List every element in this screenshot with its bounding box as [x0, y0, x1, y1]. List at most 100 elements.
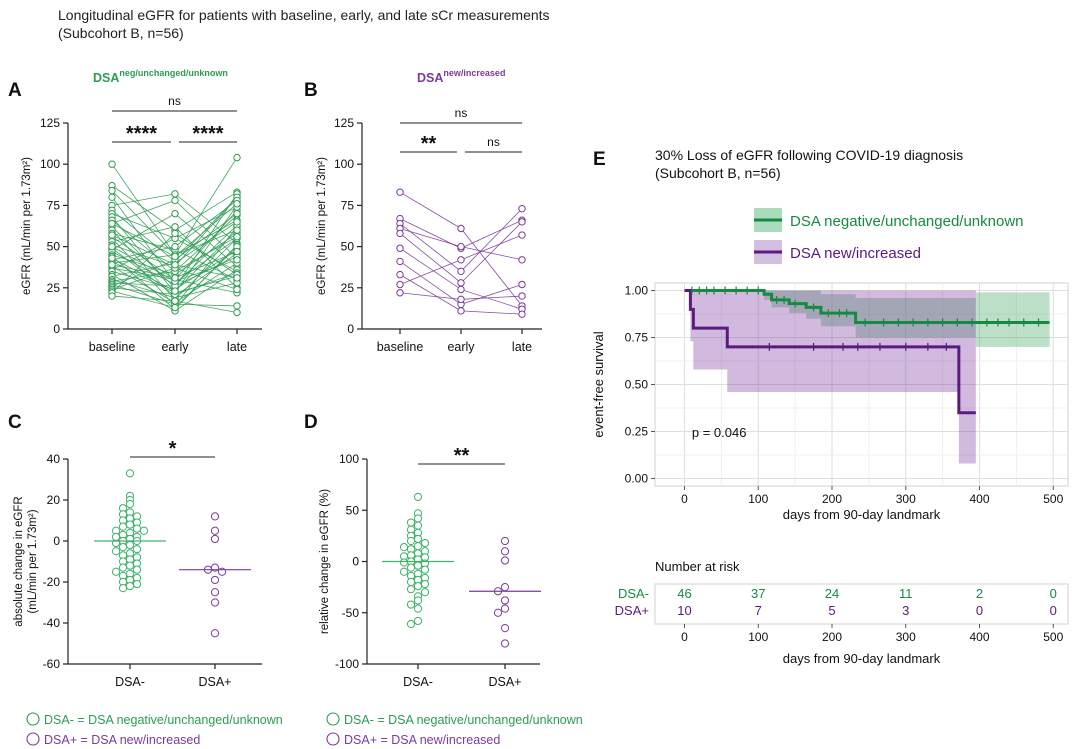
data-point: [413, 514, 423, 523]
data-point: [132, 565, 142, 574]
significance-label: ns: [455, 106, 468, 120]
data-point: [125, 469, 135, 478]
x-axis-label: days from 90-day landmark: [783, 507, 941, 522]
data-point: [233, 308, 241, 317]
data-point: [118, 584, 128, 593]
data-point: [210, 575, 220, 585]
y-tick-label: 0.00: [625, 471, 649, 485]
data-point: [210, 629, 220, 638]
data-point: [139, 526, 149, 535]
y-tick-label: 0.75: [625, 331, 649, 345]
data-point: [406, 563, 416, 572]
legend-purple-text: DSA+ = DSA new/increased: [344, 733, 500, 747]
legend-label-green: DSA negative/unchanged/unknown: [790, 213, 1024, 230]
risk-count: 10: [677, 603, 691, 618]
y-axis-label-line: eGFR (mL/min per 1.73m²): [316, 157, 328, 295]
y-tick-label: 0: [53, 322, 60, 336]
data-point: [108, 231, 116, 239]
data-point: [457, 307, 465, 315]
data-point: [518, 280, 526, 289]
data-point: [108, 292, 116, 300]
data-point: [518, 310, 526, 318]
panel-D: D -100 -50 0 50 100 relative change in eGFR (%…: [304, 412, 541, 689]
data-point: [420, 579, 430, 589]
data-point: [406, 585, 416, 594]
x-tick-label: baseline: [89, 340, 136, 354]
data-point: [233, 256, 241, 264]
y-axis-label-line: eGFR (mL/min per 1.73m²): [21, 157, 33, 295]
y-tick-label: 100: [334, 157, 354, 171]
significance-label: ****: [126, 123, 157, 145]
data-point: [518, 204, 526, 213]
panel-label: A: [8, 80, 22, 101]
y-tick-label: -50: [342, 606, 360, 620]
legend-circle-purple: [326, 732, 340, 746]
data-point: [210, 534, 220, 544]
y-tick-label: 0: [352, 555, 359, 569]
x-tick-label: 300: [896, 630, 916, 644]
data-point: [406, 600, 416, 609]
x-tick-label: 0: [681, 492, 688, 506]
data-point: [413, 616, 423, 626]
data-point: [125, 520, 135, 529]
data-point: [413, 604, 423, 613]
y-axis-label-line: (mL/min per 1.73m²): [27, 509, 39, 613]
figure-subtitle: (Subcohort B, n=56): [58, 25, 184, 41]
data-point: [457, 224, 465, 233]
data-point: [171, 209, 179, 218]
y-axis-label: eGFR (mL/min per 1.73m²): [316, 157, 328, 295]
y-tick-label: 50: [341, 240, 355, 254]
data-point: [420, 565, 430, 574]
y-tick-label: 125: [40, 116, 60, 130]
y-tick-label: 0.25: [625, 424, 649, 438]
x-tick-label: 400: [969, 492, 989, 506]
x-tick-label: 200: [822, 492, 842, 506]
risk-count: 24: [825, 586, 839, 601]
x-axis-label: days from 90-day landmark: [783, 651, 941, 666]
chart-subtitle: (Subcohort B, n=56): [655, 165, 781, 181]
legend-circle-green: [26, 712, 40, 726]
data-point: [396, 188, 404, 196]
data-point: [171, 242, 179, 251]
y-tick-label: 1.00: [625, 284, 649, 298]
data-point: [500, 604, 510, 613]
data-point: [413, 534, 423, 544]
y-tick-label: -40: [43, 616, 61, 630]
significance-label: ns: [168, 94, 181, 108]
y-tick-label: 25: [341, 281, 355, 295]
data-point: [413, 561, 423, 570]
data-point: [108, 261, 116, 269]
y-tick-label: 0.50: [625, 378, 649, 392]
data-point: [518, 218, 526, 226]
data-point: [396, 289, 404, 297]
y-tick-label: 75: [47, 198, 61, 212]
y-axis-label: eGFR (mL/min per 1.73m²): [21, 157, 33, 295]
x-tick-label: 0: [681, 630, 688, 644]
data-point: [171, 261, 179, 269]
data-point: [132, 579, 142, 589]
data-point: [406, 577, 416, 587]
data-point: [171, 297, 179, 305]
risk-table-area: [654, 583, 1069, 625]
panel-title: DSAnew/increased: [417, 68, 505, 85]
x-tick-label: baseline: [377, 340, 424, 354]
data-point: [233, 218, 241, 226]
data-point: [413, 542, 423, 551]
data-point: [118, 543, 128, 552]
y-tick-label: 100: [40, 157, 60, 171]
data-point: [233, 302, 241, 310]
data-point: [210, 512, 220, 521]
x-tick-label: 500: [1043, 630, 1063, 644]
data-point: [108, 254, 116, 262]
data-point: [108, 242, 116, 251]
data-point: [171, 229, 179, 238]
data-point: [396, 280, 404, 289]
significance-label: **: [421, 133, 437, 155]
panel-title: DSAneg/unchanged/unknown: [93, 68, 228, 85]
data-point: [406, 518, 416, 527]
data-point: [518, 292, 526, 300]
data-point: [500, 624, 510, 633]
legend-purple-text: DSA+ = DSA new/increased: [44, 733, 200, 747]
x-tick-label: 100: [748, 492, 768, 506]
